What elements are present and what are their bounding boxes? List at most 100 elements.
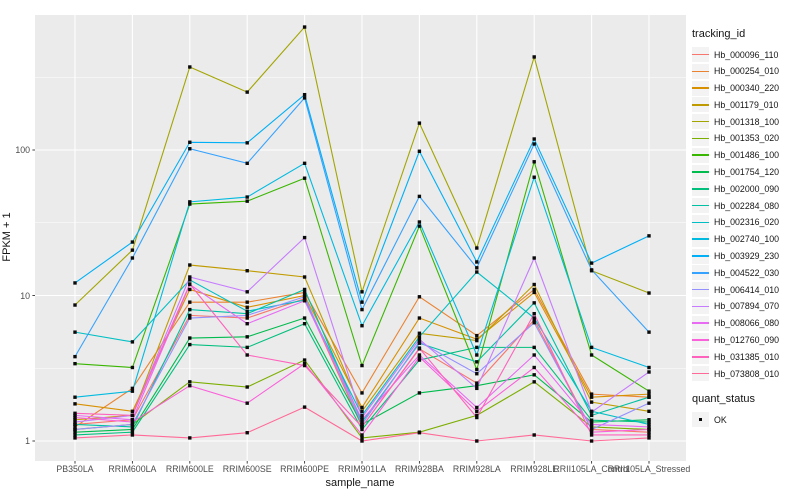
legend-entry: Hb_004522_030 — [692, 265, 798, 281]
legend-line-icon — [692, 272, 709, 274]
data-point — [360, 324, 364, 328]
legend-entry: Hb_002740_100 — [692, 231, 798, 247]
legend-entry: Hb_031385_010 — [692, 349, 798, 365]
legend-line-icon — [692, 87, 709, 89]
data-point — [589, 400, 594, 404]
legend-entry-label: Hb_002284_080 — [714, 200, 780, 211]
data-point — [360, 439, 364, 443]
legend-entry-label: Hb_007894_070 — [714, 301, 780, 312]
data-point — [130, 240, 135, 244]
legend-key-swatch — [692, 164, 709, 180]
data-point — [647, 430, 651, 434]
quant-status-items: OK — [692, 412, 798, 428]
data-point — [130, 365, 135, 370]
y-tick-label: 1 — [25, 436, 30, 446]
data-point — [475, 386, 479, 391]
legend: tracking_id Hb_000096_110 Hb_000254_010 Hb… — [692, 28, 798, 429]
data-point — [417, 358, 422, 362]
data-point — [589, 261, 594, 265]
data-point — [475, 439, 479, 443]
data-point — [532, 373, 536, 377]
data-point — [73, 361, 77, 366]
data-point — [475, 246, 479, 250]
data-point — [532, 55, 536, 59]
legend-line-icon — [692, 137, 709, 140]
data-point — [417, 149, 422, 153]
legend-entry-label: Hb_002316_020 — [714, 217, 780, 228]
data-point — [188, 436, 192, 440]
legend-entry: Hb_002000_090 — [692, 181, 798, 197]
legend-entry-label: Hb_001754_120 — [714, 167, 780, 178]
data-point — [73, 425, 77, 429]
data-point — [360, 425, 364, 429]
legend-line-icon — [692, 288, 709, 291]
data-point — [188, 383, 192, 388]
data-point — [475, 405, 479, 410]
data-point — [188, 65, 192, 69]
data-point — [73, 281, 77, 285]
data-point — [245, 345, 249, 350]
legend-line-icon — [692, 305, 709, 308]
data-point — [130, 433, 135, 437]
legend-key-swatch — [692, 80, 709, 96]
legend-line-icon — [692, 204, 709, 207]
data-point — [73, 430, 77, 434]
data-point — [245, 90, 249, 94]
data-point — [589, 425, 594, 429]
data-point — [245, 313, 249, 318]
legend-key-swatch — [692, 214, 709, 230]
data-point — [360, 433, 364, 437]
data-point — [245, 300, 249, 304]
data-point — [647, 420, 651, 424]
legend-entry: Hb_006414_010 — [692, 282, 798, 298]
data-point — [417, 335, 422, 339]
legend-key-swatch — [692, 63, 709, 79]
x-axis-title: sample_name — [325, 477, 395, 489]
legend-key-swatch — [692, 332, 709, 348]
data-point — [73, 418, 77, 422]
data-point — [302, 316, 307, 320]
legend-entry: Hb_007894_070 — [692, 298, 798, 314]
data-point — [188, 140, 192, 144]
data-point — [532, 137, 536, 141]
data-point — [245, 322, 249, 326]
x-tick-label: RRIM600LA — [108, 464, 157, 474]
data-point — [130, 248, 135, 252]
data-point — [532, 301, 536, 305]
data-point — [647, 365, 651, 370]
x-tick-label: RRIM600SE — [222, 464, 272, 474]
data-point — [302, 290, 307, 295]
legend-line-icon — [692, 154, 709, 157]
data-point — [73, 427, 77, 432]
data-point — [647, 234, 651, 238]
data-point — [475, 360, 479, 364]
data-point — [302, 25, 307, 29]
legend-entry: Hb_001318_100 — [692, 114, 798, 130]
data-point — [532, 321, 536, 325]
data-point — [417, 295, 422, 299]
legend-line-icon — [692, 221, 709, 224]
data-point — [245, 199, 249, 203]
legend-entry: Hb_003929_230 — [692, 248, 798, 264]
x-tick-label: RRIM928LA — [452, 464, 501, 474]
data-point — [245, 311, 249, 316]
legend-entry-label: Hb_002740_100 — [714, 234, 780, 245]
legend-key-swatch — [692, 231, 709, 247]
data-point — [245, 290, 249, 294]
data-point — [532, 160, 536, 164]
legend-title-quant-status: quant_status — [692, 393, 755, 406]
data-point — [188, 278, 192, 282]
legend-entry-label: Hb_002000_090 — [714, 183, 780, 194]
legend-entry-label: Hb_001179_010 — [714, 99, 779, 110]
data-point — [475, 338, 479, 343]
data-point — [360, 415, 364, 420]
legend-items: Hb_000096_110 Hb_000254_010 Hb_000340_220 H… — [692, 47, 798, 382]
x-tick-label: RRIM600PE — [280, 464, 330, 474]
data-point — [417, 353, 422, 357]
data-point — [589, 392, 594, 396]
data-point — [73, 433, 77, 437]
legend-key-swatch — [692, 147, 709, 163]
legend-entry-label: Hb_001318_100 — [714, 116, 780, 127]
data-point — [130, 413, 135, 418]
